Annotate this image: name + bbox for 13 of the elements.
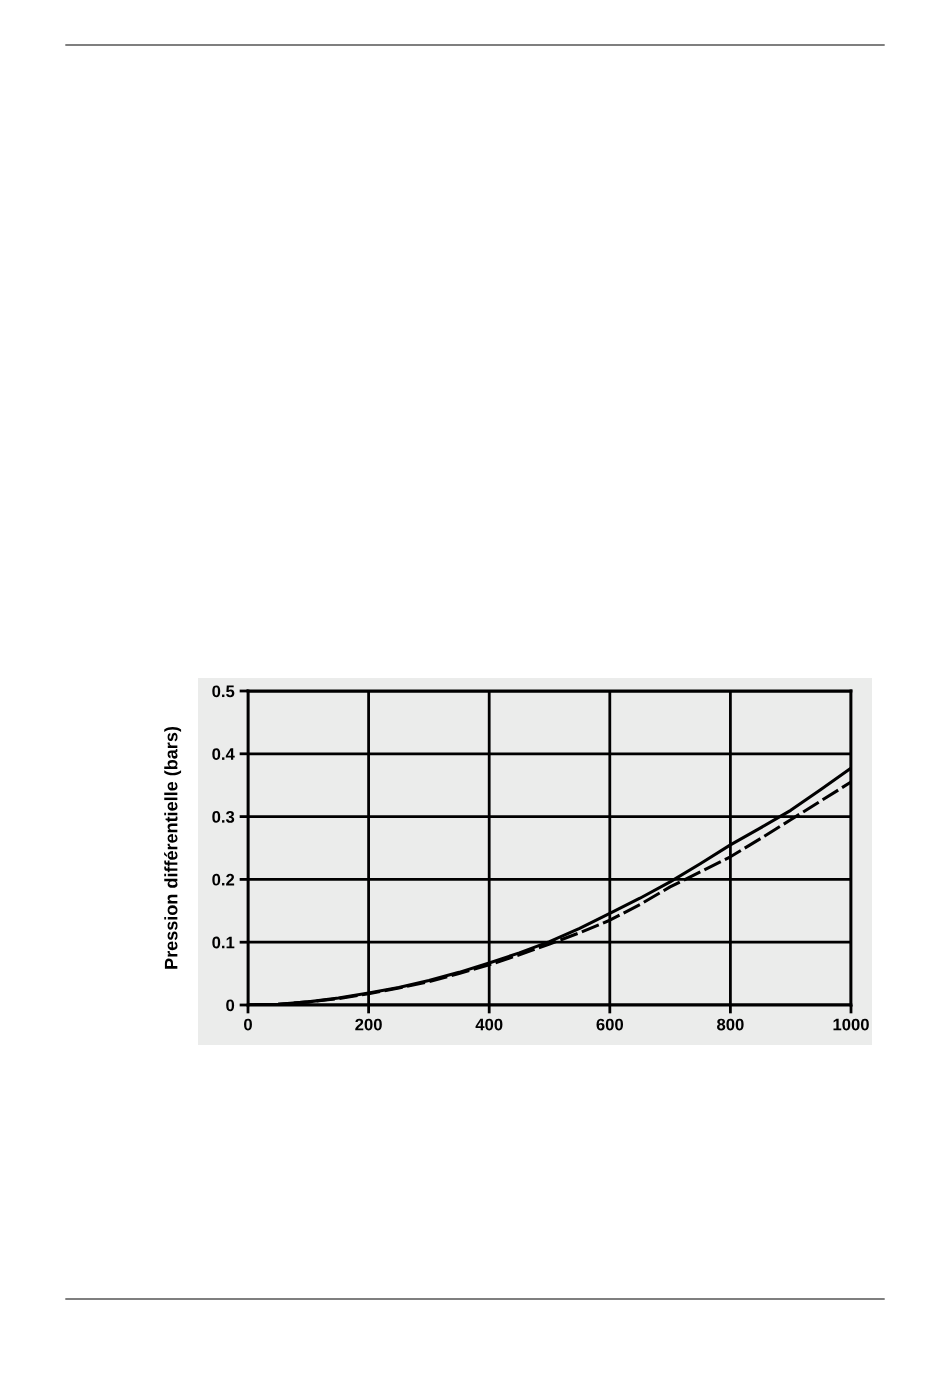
y-tick-label: 0.5 bbox=[212, 685, 235, 698]
x-tick-label: 800 bbox=[717, 1018, 744, 1031]
y-axis-title: Pression différentielle (bars) bbox=[164, 726, 182, 969]
x-tick-label: 1000 bbox=[833, 1018, 869, 1031]
x-tick-label: 0 bbox=[244, 1018, 252, 1031]
x-tick-label: 400 bbox=[475, 1018, 503, 1031]
x-tick-label: 200 bbox=[355, 1018, 382, 1031]
y-tick-label: 0 bbox=[226, 999, 235, 1012]
y-tick-label: 0.3 bbox=[212, 811, 235, 823]
y-tick-label: 0.2 bbox=[212, 873, 235, 886]
y-tick-label: 0.1 bbox=[212, 936, 235, 949]
y-tick-label: 0.4 bbox=[212, 748, 235, 760]
x-tick-label: 600 bbox=[596, 1018, 624, 1031]
